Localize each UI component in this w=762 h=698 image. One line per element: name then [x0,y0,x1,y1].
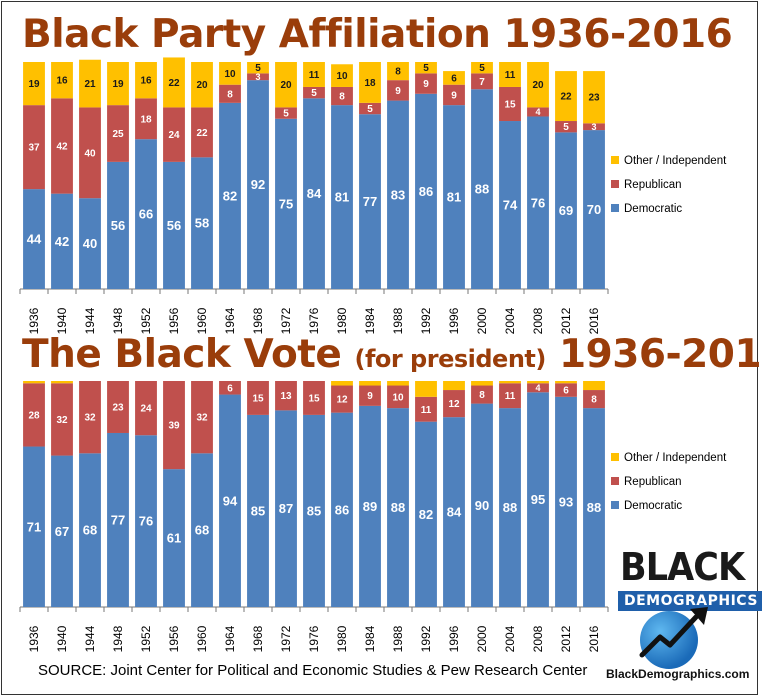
chart2-title-main: The Black Vote [22,332,342,377]
logo-word-demographics: DEMOGRAPHICS [618,591,762,611]
chart1-title: Black Party Affiliation 1936-2016 [22,12,733,57]
chart2-title-sub: (for president) [354,345,546,373]
trend-arrow-icon [639,607,708,658]
logo-globe-icon [640,611,698,669]
chart2-title: The Black Vote (for president) 1936-2016 [22,332,762,377]
logo: BLACK DEMOGRAPHICS BlackDemographics.com [606,545,762,685]
logo-url: BlackDemographics.com [606,667,750,681]
source-note: SOURCE: Joint Center for Political and E… [38,662,588,679]
logo-word-black: BLACK [620,545,745,589]
chart2-title-years: 1936-2016 [558,332,762,377]
